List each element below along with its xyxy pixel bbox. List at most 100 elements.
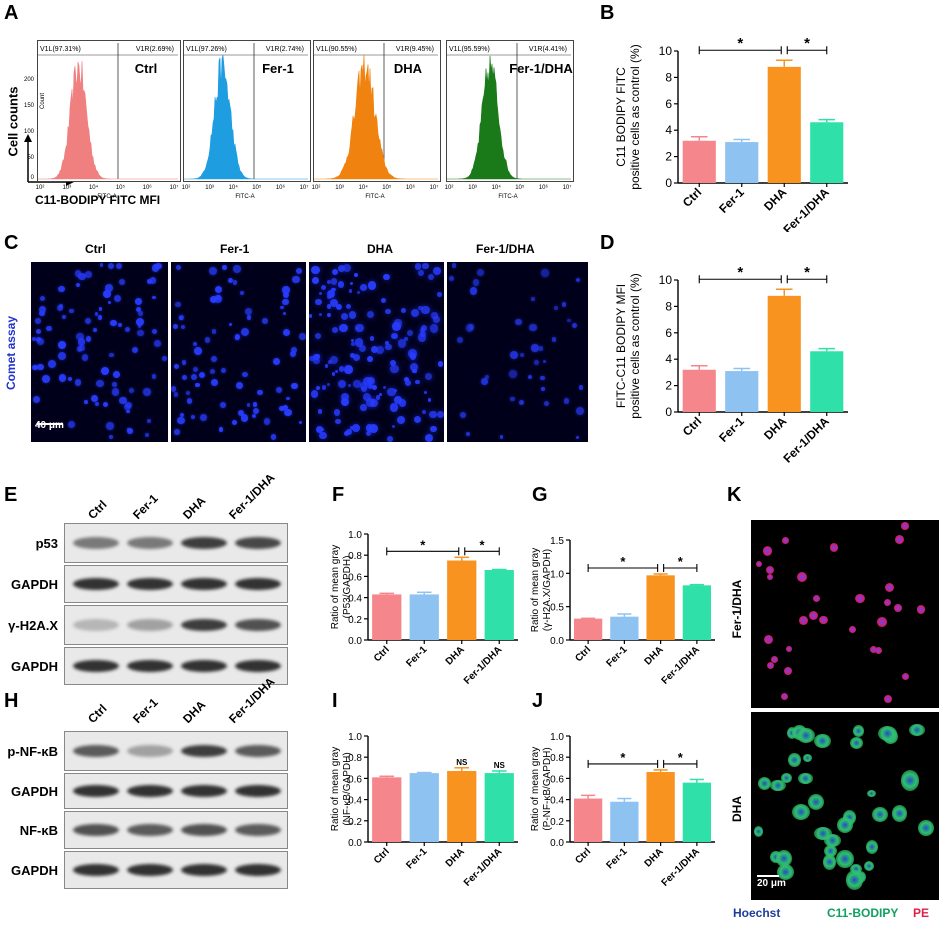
blot-band (181, 745, 227, 757)
comet-image-ctrl (31, 262, 168, 442)
nucleus-dot (180, 325, 185, 330)
nucleus-dot (436, 411, 444, 419)
nucleus-dot (315, 385, 321, 391)
nucleus-dot (32, 395, 40, 403)
nucleus-dot (290, 346, 297, 354)
histogram-x-tick: 10⁷ (300, 184, 309, 191)
nucleus-dot (371, 345, 379, 353)
nucleus-dot (144, 432, 149, 437)
blot-h-lane-fer1: Fer-1 (130, 695, 161, 726)
nucleus-dot (270, 434, 276, 440)
nucleus-dot (510, 396, 515, 401)
y-tick-label: 0.4 (550, 796, 564, 807)
nucleus-dot (78, 273, 86, 281)
nucleus-dot (200, 414, 208, 422)
nucleus-dot (232, 419, 238, 425)
histogram-fitc-label: FITC-A (235, 194, 254, 200)
nucleus-dot (366, 356, 373, 363)
nucleus-dot (329, 356, 338, 365)
y-tick-label: 0.2 (348, 615, 362, 626)
fluorescent-cell (892, 805, 908, 822)
gate-v1l-label: V1L(90.55%) (316, 46, 357, 53)
x-tick-label: Fer-1/DHA (660, 644, 702, 686)
nucleus-dot (356, 290, 361, 295)
nucleus-dot (404, 380, 411, 387)
blot-band (127, 619, 173, 631)
fluorescent-cell (807, 794, 825, 811)
panel-label-d: D (600, 232, 615, 254)
histogram-3: V1L(95.59%) V1R(4.41%) Fer-1/DHA 10² 10³ 10⁴ 1… (445, 40, 574, 200)
blot-row-label: GAPDH (11, 659, 58, 674)
nucleus-dot (391, 332, 399, 340)
panel-label-k: K (727, 484, 742, 506)
nucleus-dot (340, 397, 350, 407)
ns-label: NS (494, 761, 506, 770)
nucleus-dot (527, 375, 533, 380)
nucleus-dot (56, 304, 63, 311)
x-tick-label: DHA (761, 414, 790, 443)
y-tick-label: 8 (665, 70, 672, 84)
chart-i: Ratio of mean gray (NF-κB/GAPDH) 0.0 0.2 0.4… (330, 732, 518, 889)
nucleus-dot (59, 303, 64, 308)
fluor-image-dha (751, 712, 939, 900)
bar-ctrl (573, 798, 603, 842)
fluorescent-cell (865, 839, 879, 855)
nucleus-dot (102, 402, 108, 408)
nucleus-dot (36, 329, 42, 335)
nucleus-dot (127, 428, 133, 434)
y-axis-label: C11 BODIPY FITC (614, 67, 628, 167)
y-tick-label: 0.5 (550, 603, 564, 614)
nucleus-dot (326, 289, 336, 299)
nucleus-dot (331, 269, 338, 276)
nucleus-dot (421, 325, 428, 332)
fluorescent-cell (764, 634, 774, 644)
nucleus-dot (371, 384, 377, 390)
nucleus-dot (363, 392, 372, 401)
blot-band (181, 578, 227, 590)
blot-band (181, 619, 227, 631)
nucleus-dot (162, 356, 168, 362)
nucleus-dot (191, 415, 195, 420)
nucleus-dot (465, 431, 471, 437)
histogram-0: V1L(97.31%) V1R(2.69%) Ctrl 200 150 100 50 0 Cou… (24, 40, 181, 200)
nucleus-dot (210, 379, 218, 387)
bar-fer-1-dha (484, 570, 514, 640)
y-tick-label: 0.6 (348, 572, 362, 583)
fluorescent-cell (877, 617, 887, 627)
nucleus-dot (365, 430, 372, 437)
gate-v1l-label: V1L(97.31%) (40, 46, 81, 53)
x-tick-label: Ctrl (680, 414, 705, 439)
nucleus-dot (360, 283, 368, 291)
nucleus-dot (319, 431, 327, 439)
blot-e-lane-fer1dha: Fer-1/DHA (226, 470, 278, 522)
y-axis-label: Ratio of mean gray (530, 548, 541, 633)
x-tick-label: Fer-1 (716, 414, 747, 445)
nucleus-dot (368, 423, 378, 433)
blot-e-lane-dha: DHA (180, 493, 209, 522)
nucleus-dot (353, 380, 361, 388)
nucleus-dot (518, 399, 524, 405)
legend-hoechst: Hoechst (733, 906, 781, 920)
nucleus-dot (576, 435, 580, 439)
nucleus-dot (84, 400, 88, 405)
nucleus-dot (315, 299, 322, 306)
nucleus-dot (407, 330, 414, 336)
y-tick-label: 0.6 (550, 774, 564, 785)
nucleus-dot (379, 393, 383, 397)
nucleus-dot (311, 266, 320, 275)
bar-dha (447, 770, 477, 842)
histogram-fitc-label: FITC-A (97, 194, 116, 200)
nucleus-dot (397, 339, 407, 348)
histogram-x-tick: 10⁴ (89, 184, 99, 191)
fluorescent-cell (883, 599, 891, 607)
blot-band (127, 824, 173, 836)
nucleus-dot (317, 409, 323, 414)
nucleus-dot (385, 309, 391, 315)
blot-strip (64, 731, 288, 771)
y-tick-label: 10 (659, 44, 673, 58)
nucleus-dot (355, 323, 364, 332)
nucleus-dot (387, 436, 394, 442)
nucleus-dot (149, 277, 157, 285)
fluorescent-cell (884, 582, 894, 592)
histogram-1: V1L(97.26%) V1R(2.74%) Fer-1 10² 10³ 10⁴ 10⁵ 10… (182, 40, 311, 200)
